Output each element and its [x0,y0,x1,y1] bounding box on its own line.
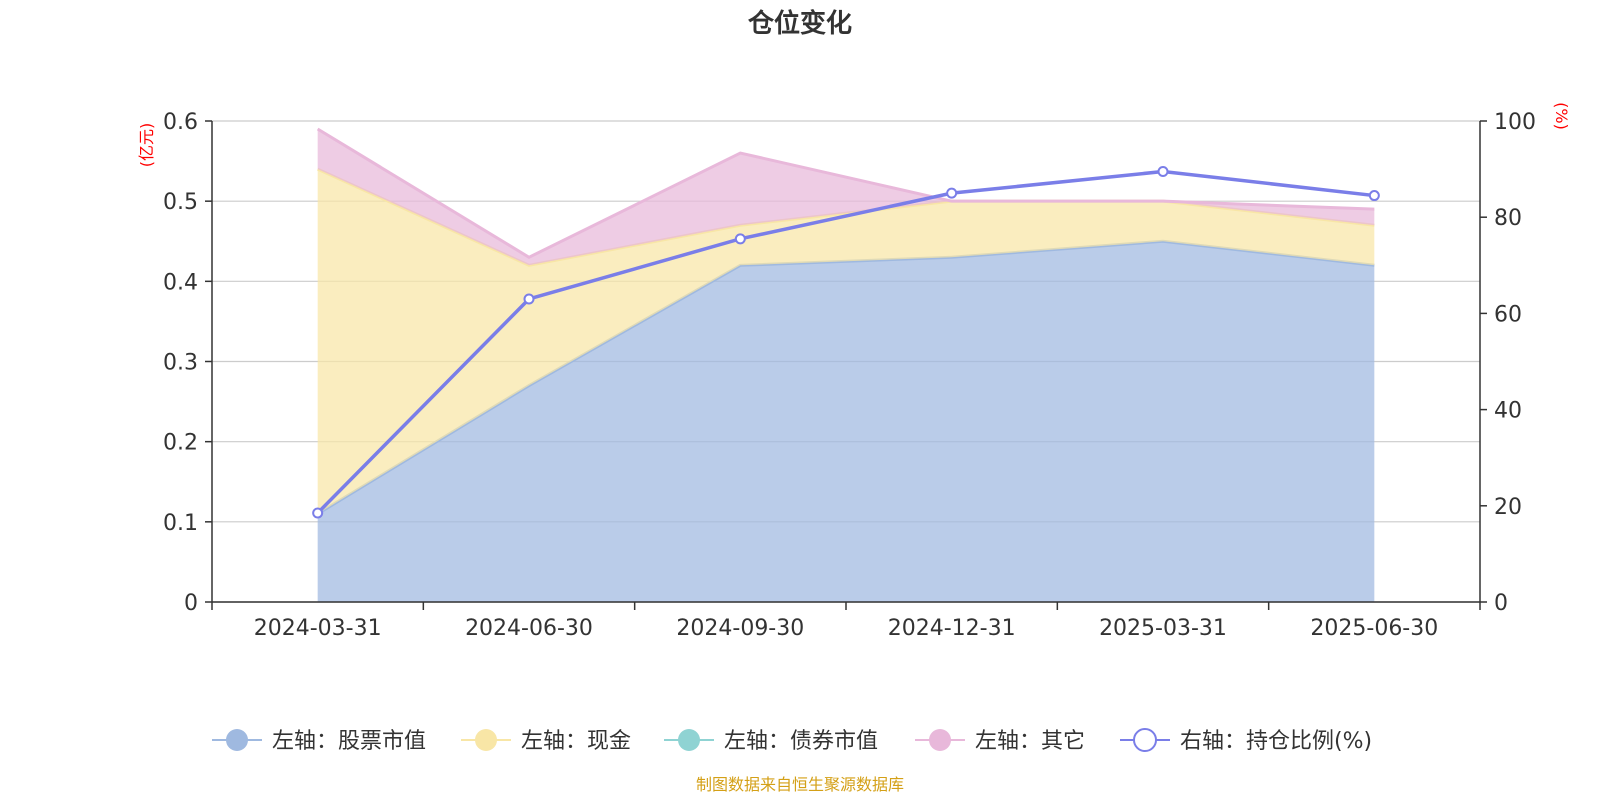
area-左轴：股票市值 [317,241,1375,602]
left-tick-label: 0.4 [163,270,198,295]
x-tick-label: 2025-03-31 [1099,616,1227,641]
right-tick-label: 40 [1494,399,1522,424]
ratio-point [312,507,324,519]
chart-title: 仓位变化 [747,8,852,39]
legend-label: 右轴：持仓比例(%) [1180,729,1372,754]
x-tick-label: 2024-12-31 [888,616,1016,641]
area-edge-左轴：其它 [316,127,1375,259]
x-tick-label: 2025-06-30 [1310,616,1438,641]
right-axis-unit: (%) [1552,102,1571,130]
left-tick-label: 0.5 [163,190,198,215]
legend-marker [678,729,700,751]
ratio-point [1368,190,1380,202]
ratio-point [523,293,535,305]
left-tick-label: 0.6 [163,110,198,135]
legend: 左轴：股票市值 左轴：现金 左轴：债券市值 左轴：其它 右轴：持仓比例(%) [212,728,1372,754]
left-tick-label: 0.3 [163,351,198,376]
ratio-point [1157,166,1169,178]
legend-label: 左轴：债券市值 [724,729,878,754]
legend-label: 左轴：现金 [521,729,631,754]
x-tick-label: 2024-06-30 [465,616,593,641]
left-tick-label: 0.2 [163,431,198,456]
legend-marker [226,729,248,751]
x-tick-label: 2024-03-31 [254,616,382,641]
ratio-line [316,169,1375,515]
legend-label: 左轴：股票市值 [272,729,426,754]
right-tick-label: 80 [1494,206,1522,231]
legend-marker [475,729,497,751]
left-axis-unit: (亿元) [137,123,156,168]
ratio-point [734,233,746,245]
right-tick-label: 20 [1494,495,1522,520]
left-tick-label: 0 [184,591,198,616]
x-tick-label: 2024-09-30 [676,616,804,641]
area-series [316,127,1375,602]
legend-marker [1133,728,1157,752]
source-note: 制图数据来自恒生聚源数据库 [696,775,904,794]
right-tick-label: 100 [1494,110,1536,135]
axes: 0 0.1 0.2 0.3 0.4 0.5 0.6 0 20 40 60 80 100 2024-03-3… [163,110,1536,641]
ratio-point [946,187,958,199]
legend-marker [929,729,951,751]
legend-label: 左轴：其它 [975,729,1085,754]
right-tick-label: 60 [1494,302,1522,327]
ratio-line-series [312,166,1380,519]
right-tick-label: 0 [1494,591,1508,616]
left-tick-label: 0.1 [163,511,198,536]
